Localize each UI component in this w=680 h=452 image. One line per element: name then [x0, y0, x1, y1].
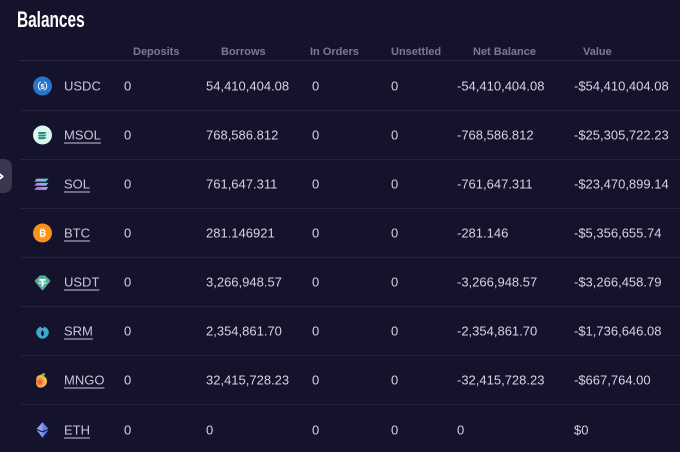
svg-text:B: B	[39, 229, 46, 240]
